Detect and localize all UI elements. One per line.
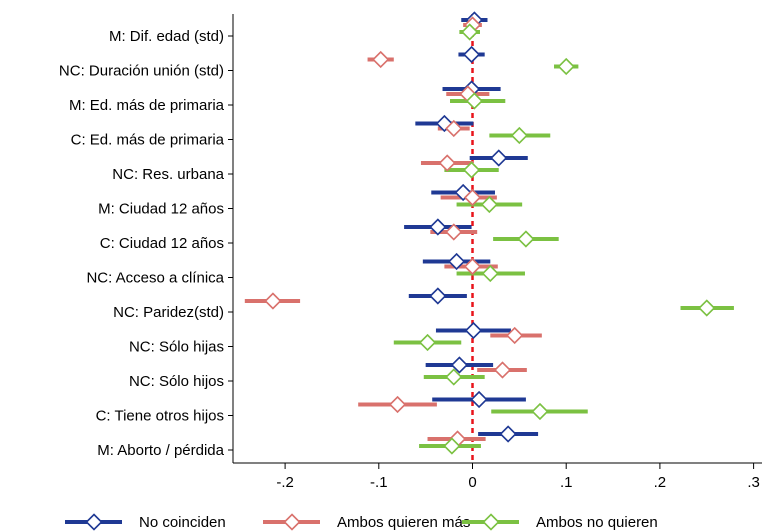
point-estimate [463,188,482,207]
point-estimate [429,287,447,305]
point-estimate [557,57,575,76]
point-estimate [461,23,479,41]
point-estimate [510,126,528,145]
category-label: M: Dif. edad (std) [109,28,224,45]
x-tick-label: .1 [560,474,573,491]
point-estimate [493,361,512,379]
point-estimate [517,230,535,248]
legend-label: Ambos quieren más [337,514,470,531]
legend-label: No coinciden [139,514,226,531]
point-estimate [463,257,482,276]
category-labels: M: Dif. edad (std) NC: Duración unión (st… [59,28,233,459]
point-estimate [481,264,499,283]
category-label: C: Ed. más de primaria [71,132,225,149]
point-estimate [445,223,463,241]
legend-marker [482,513,500,531]
point-estimate [438,154,456,172]
point-estimate [462,161,481,179]
point-estimate [445,368,463,386]
category-label: NC: Sólo hijas [129,339,224,356]
point-estimate [264,292,282,310]
point-estimate [462,45,481,64]
point-estimate [388,395,407,414]
point-estimate [506,326,524,345]
plot-area: -.2 -.1 0 .1 .2 .3 [232,11,762,491]
point-estimate [499,425,517,443]
x-tick-label: -.1 [370,474,388,491]
category-label: M: Ed. más de primaria [69,97,225,114]
point-estimate [445,119,463,138]
category-label: NC: Res. urbana [112,166,224,183]
category-label: M: Ciudad 12 años [98,201,224,218]
category-label: NC: Paridez(std) [113,304,224,321]
legend-label: Ambos no quieren [536,514,658,531]
point-estimate [470,390,488,409]
point-estimate [447,252,466,271]
legend-marker [283,513,301,531]
point-estimate [480,195,498,214]
point-estimate [418,333,437,352]
point-estimate [464,321,483,340]
x-ticks: -.2 -.1 0 .1 .2 .3 [276,463,760,491]
category-label: NC: Acceso a clínica [86,270,224,287]
legend: No coinciden Ambos quieren más Ambos no qu… [65,513,658,531]
category-label: C: Tiene otros hijos [96,408,224,425]
point-estimate [531,402,549,421]
point-estimate [443,437,461,455]
x-tick-label: -.2 [276,474,294,491]
x-tick-label: 0 [468,474,476,491]
point-estimate [698,299,716,317]
point-estimate [372,50,390,69]
point-estimate [429,218,447,236]
category-label: C: Ciudad 12 años [100,235,224,252]
point-estimate [465,92,484,110]
point-estimate [490,149,508,167]
legend-marker [85,513,103,531]
series-marks [244,11,734,455]
category-label: M: Aborto / pérdida [97,442,224,459]
x-tick-label: .3 [747,474,760,491]
category-label: NC: Duración unión (std) [59,63,224,80]
category-label: NC: Sólo hijos [129,373,224,390]
point-estimate [450,356,469,374]
x-tick-label: .2 [654,474,667,491]
